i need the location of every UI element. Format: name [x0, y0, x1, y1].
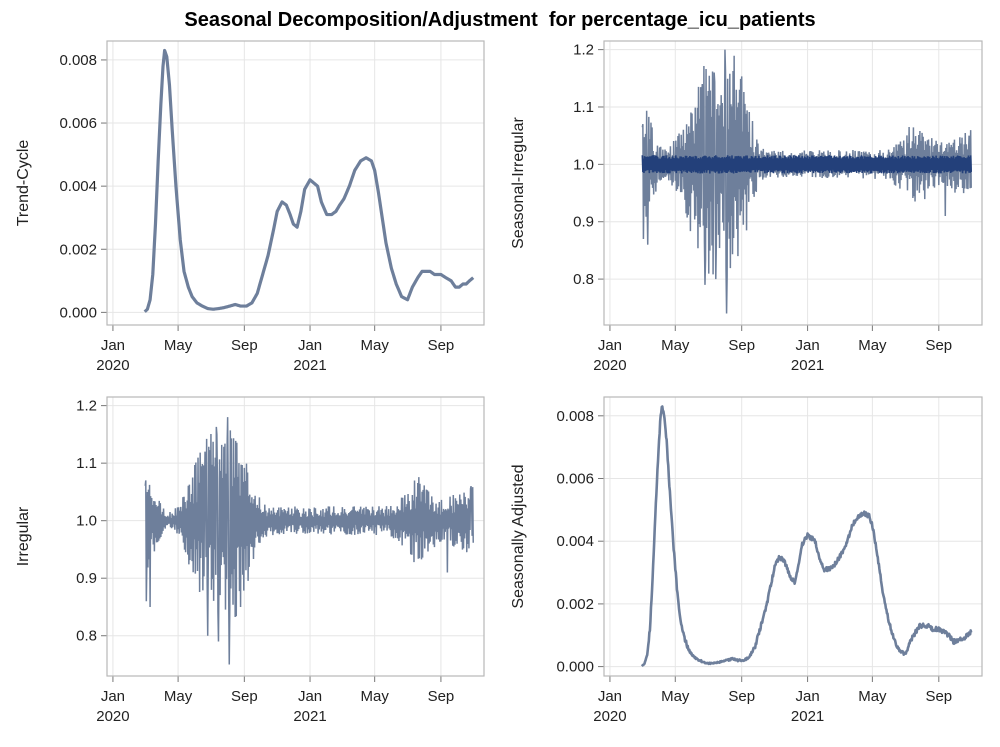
y-axis-label: Irregular	[15, 506, 32, 566]
y-tick-label: 0.006	[59, 115, 97, 132]
x-tick-label: Jan	[598, 688, 622, 705]
x-tick-label: Jan	[101, 688, 125, 705]
x-tick-label: Sep	[728, 337, 755, 354]
x-tick-sublabel: 2021	[791, 708, 824, 725]
seasonal-band-line	[641, 155, 972, 174]
y-axis-label: Seasonally Adjusted	[510, 464, 527, 608]
y-tick-label: 0.9	[573, 214, 594, 231]
x-tick-sublabel: 2021	[293, 708, 326, 725]
x-tick-label: May	[858, 688, 887, 705]
x-tick-label: Jan	[795, 688, 819, 705]
chart-title: Seasonal Decomposition/Adjustment for pe…	[184, 9, 816, 31]
y-axis-label: Seasonal-Irregular	[510, 117, 527, 249]
y-tick-label: 0.002	[59, 241, 97, 258]
x-tick-label: May	[360, 688, 389, 705]
y-tick-label: 0.000	[59, 304, 97, 321]
x-tick-label: Sep	[925, 688, 952, 705]
y-tick-label: 0.000	[556, 659, 594, 676]
x-tick-label: Jan	[298, 337, 322, 354]
x-tick-label: May	[360, 337, 389, 354]
y-tick-label: 0.8	[573, 271, 594, 288]
x-tick-label: Sep	[428, 688, 455, 705]
y-tick-label: 1.0	[573, 156, 594, 173]
x-tick-label: Sep	[231, 337, 258, 354]
panel-trend: 0.000 0.002 0.004 0.006 0.008 Jan 2020 May Sep Ja…	[15, 40, 485, 374]
plot-frame	[106, 40, 485, 326]
y-axis-label: Trend-Cycle	[15, 140, 32, 227]
x-tick-label: Jan	[101, 337, 125, 354]
x-tick-sublabel: 2020	[96, 708, 129, 725]
plot-area	[604, 397, 982, 676]
x-tick-sublabel: 2020	[593, 708, 626, 725]
y-tick-label: 0.008	[556, 408, 594, 425]
y-tick-label: 1.0	[76, 513, 97, 530]
x-tick-sublabel: 2020	[96, 357, 129, 374]
y-tick-label: 1.1	[573, 99, 594, 116]
y-tick-label: 0.004	[59, 178, 97, 195]
y-tick-label: 1.2	[573, 42, 594, 59]
x-tick-sublabel: 2021	[293, 357, 326, 374]
x-tick-label: Sep	[231, 688, 258, 705]
x-tick-label: May	[661, 337, 690, 354]
panel-seasonal_irregular: 0.8 0.9 1.0 1.1 1.2 Jan 2020 May Sep Jan 2021 May Se…	[510, 40, 983, 374]
y-tick-label: 0.004	[556, 533, 594, 550]
y-tick-label: 0.9	[76, 570, 97, 587]
y-tick-label: 0.006	[556, 471, 594, 488]
y-tick-label: 0.8	[76, 628, 97, 645]
y-tick-label: 1.1	[76, 455, 97, 472]
x-tick-label: Sep	[925, 337, 952, 354]
x-tick-label: Jan	[598, 337, 622, 354]
x-tick-label: Sep	[728, 688, 755, 705]
x-tick-label: May	[858, 337, 887, 354]
x-tick-sublabel: 2020	[593, 357, 626, 374]
x-tick-label: Jan	[795, 337, 819, 354]
series-line	[143, 48, 475, 313]
series-line	[640, 405, 973, 668]
x-tick-label: May	[164, 337, 193, 354]
x-tick-label: May	[661, 688, 690, 705]
y-tick-label: 0.008	[59, 52, 97, 69]
y-tick-label: 1.2	[76, 398, 97, 415]
series-line	[144, 417, 474, 665]
plot-frame	[603, 40, 983, 326]
x-tick-label: May	[164, 688, 193, 705]
plot-frame	[603, 396, 983, 677]
panel-irregular: 0.8 0.9 1.0 1.1 1.2 Jan 2020 May Sep Jan 2021 May Se…	[15, 396, 485, 725]
x-tick-label: Sep	[428, 337, 455, 354]
y-tick-label: 0.002	[556, 596, 594, 613]
x-tick-sublabel: 2021	[791, 357, 824, 374]
panel-seasonally_adjusted: 0.000 0.002 0.004 0.006 0.008 Jan 2020 May Sep Ja…	[510, 396, 983, 725]
plot-frame	[106, 396, 485, 677]
x-tick-label: Jan	[298, 688, 322, 705]
